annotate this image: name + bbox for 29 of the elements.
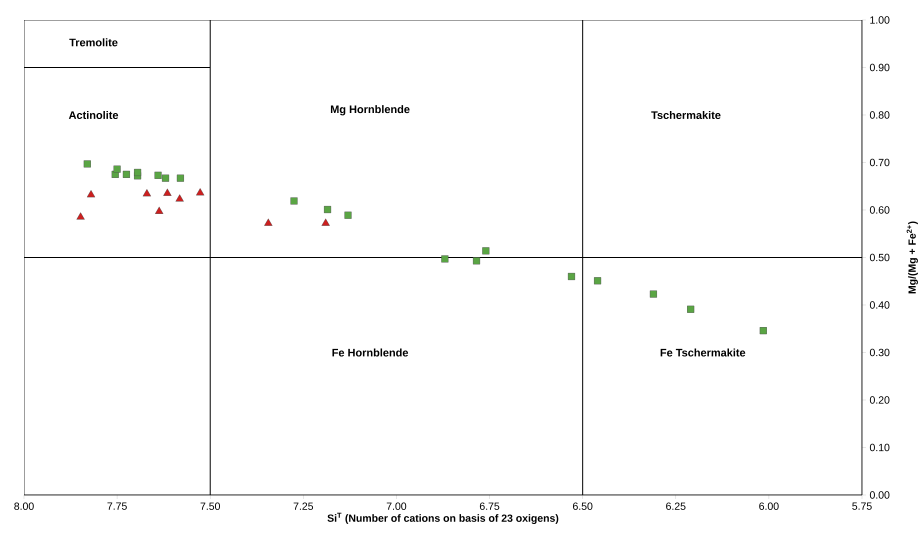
- x-tick-label: 6.00: [759, 502, 779, 510]
- y-tick-label: 0.90: [870, 64, 890, 72]
- y-tick-label: 0.50: [870, 254, 890, 262]
- y-tick-label: 0.80: [870, 111, 890, 119]
- x-tick-label: 8.00: [14, 502, 34, 510]
- y-tick-label: 0.10: [870, 444, 890, 452]
- text: Mg/(Mg + Fe$^{2+}$): [906, 222, 918, 294]
- annotation: Tschermakite: [651, 110, 721, 120]
- annotation: Tremolite: [69, 38, 118, 46]
- x-tick-label: 7.00: [386, 502, 406, 510]
- y-tick-label: 0.70: [870, 158, 890, 166]
- y-tick-label: 0.00: [870, 491, 890, 499]
- y-tick-label: 0.20: [870, 396, 890, 404]
- x-tick-label: 5.75: [852, 502, 872, 510]
- y-tick-label: 0.60: [870, 206, 890, 214]
- annotation: Fe Hornblende: [332, 348, 408, 357]
- x-tick-label: 7.75: [107, 502, 127, 510]
- y-tick-label: 0.30: [870, 348, 890, 356]
- x-tick-label: 7.50: [200, 502, 220, 510]
- x-tick-label: 6.25: [666, 502, 686, 510]
- text: Si$^{T}$ (Number of cations on basis of 23 oxigens): [327, 512, 558, 524]
- x-tick-label: 6.50: [573, 502, 592, 510]
- x-tick-label: 6.75: [480, 502, 500, 510]
- annotation: Fe Tschermakite: [660, 348, 746, 357]
- annotation: Mg Hornblende: [330, 105, 410, 116]
- y-tick-label: 0.40: [870, 301, 890, 309]
- annotation: Actinolite: [68, 110, 118, 120]
- x-tick-label: 7.25: [294, 502, 314, 510]
- y-tick-label: 1.00: [870, 16, 890, 24]
